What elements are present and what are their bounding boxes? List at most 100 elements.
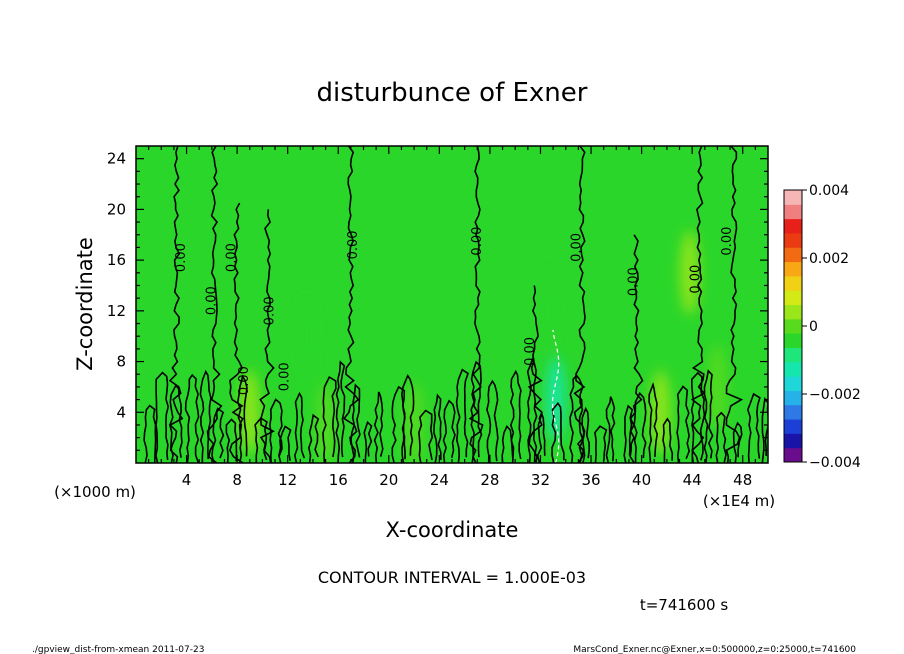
x-tick-label: 8 — [232, 471, 242, 489]
contour-loop-37 — [648, 381, 659, 463]
contour-loop-44 — [746, 392, 761, 463]
anomaly-1 — [545, 357, 566, 442]
contour-loop-15 — [350, 383, 361, 463]
colorbar-cell-0 — [784, 447, 802, 463]
x-tick-label: 40 — [632, 471, 651, 489]
x-tick-label: 32 — [531, 471, 550, 489]
contour-loop-20 — [418, 409, 434, 463]
plot-background — [136, 146, 768, 463]
contour-loop-40 — [690, 371, 706, 463]
x-axis: 4 8 12 16 20 24 28 32 36 40 44 48 — [148, 146, 756, 489]
contour-label-6: 0.00 — [346, 230, 361, 259]
contour-loop-9 — [269, 398, 283, 463]
contour-loop-34 — [605, 396, 616, 463]
colorbar-cell-2 — [784, 419, 802, 434]
contour-label-5: 0.00 — [278, 362, 293, 391]
contour-loop-36 — [633, 391, 647, 463]
colorbar-cell-9 — [784, 318, 802, 334]
contour-loop-33 — [594, 425, 608, 463]
contour-loop-29 — [536, 411, 546, 463]
colorbar-cell-17 — [784, 204, 802, 220]
x-tick-label: 4 — [182, 471, 192, 489]
contour-label-8: 0.00 — [523, 337, 538, 366]
contour-loop-30 — [551, 401, 565, 463]
contour-line-1 — [206, 146, 223, 463]
contour-loop-13 — [322, 375, 337, 463]
colorbar-tick-label: 0.002 — [809, 251, 849, 267]
contour-loop-7 — [236, 374, 248, 463]
contour-loop-32 — [581, 406, 591, 463]
colorbar-cell-11 — [784, 290, 802, 306]
contour-interval-text: CONTOUR INTERVAL = 1.000E-03 — [318, 568, 586, 587]
contour-loop-35 — [623, 404, 634, 463]
contour-label-2: 0.00 — [225, 243, 240, 272]
footer-right-text: MarsCond_Exner.nc@Exner,x=0:500000,z=0:2… — [573, 645, 856, 654]
colorbar-cell-16 — [784, 218, 802, 234]
contour-line-3 — [259, 209, 275, 463]
contour-label-1: 0.00 — [204, 286, 219, 315]
contour-line-5 — [468, 146, 484, 463]
contour-line-7 — [573, 146, 586, 463]
contour-loop-21 — [433, 393, 442, 463]
contour-line-4 — [342, 146, 360, 463]
contour-label-9: 0.00 — [570, 233, 585, 262]
footer-left-text: ./gpview_dist-from-xmean 2011-07-23 — [32, 645, 204, 654]
contour-loop-8 — [254, 417, 268, 463]
y-tick-label: 4 — [116, 403, 126, 421]
contour-loop-43 — [732, 421, 743, 463]
x-tick-label: 16 — [329, 471, 348, 489]
contour-label-7: 0.00 — [470, 227, 485, 256]
colorbar-cell-8 — [784, 333, 802, 348]
contour-line-2 — [229, 202, 244, 463]
anomaly-4 — [239, 370, 260, 455]
anomaly-5 — [679, 230, 700, 315]
colorbar-tick-label: 0 — [809, 319, 818, 335]
contour-lines — [143, 146, 768, 463]
y-axis-label: Z-coordinate — [73, 237, 97, 371]
x-axis-label: X-coordinate — [386, 518, 519, 542]
contour-loop-41 — [703, 369, 714, 463]
colorbar: 0.004 0.002 0 −0.002 −0.004 — [783, 183, 861, 471]
colorbar-cell-5 — [784, 376, 802, 391]
contour-loop-5 — [211, 407, 225, 463]
colorbar-cell-1 — [784, 433, 802, 449]
contour-loop-19 — [400, 373, 415, 463]
contour-loop-3 — [184, 373, 200, 463]
colorbar-cell-4 — [784, 390, 802, 406]
colorbar-tick-label: −0.002 — [809, 387, 861, 403]
colorbar-cell-6 — [784, 361, 802, 377]
x-tick-label: 36 — [581, 471, 600, 489]
anomaly-2 — [296, 294, 317, 379]
x-tick-label: 20 — [379, 471, 398, 489]
contour-loop-6 — [225, 418, 238, 463]
colorbar-cell-3 — [784, 404, 802, 420]
x-tick-label: 24 — [430, 471, 449, 489]
contour-loop-25 — [486, 379, 499, 463]
contour-line-10 — [725, 146, 744, 463]
contour-loop-4 — [199, 369, 212, 463]
contour-label-12: 0.00 — [720, 227, 735, 256]
contour-loop-23 — [455, 368, 469, 463]
contour-labels: 0.00 0.00 0.00 0.00 0.00 0.00 0.00 0.00 0.00 0.00… — [174, 227, 735, 395]
contour-loop-39 — [676, 385, 691, 463]
contour-loop-14 — [335, 360, 346, 463]
colorbar-cell-15 — [784, 232, 802, 248]
plot-area: 0.00 0.00 0.00 0.00 0.00 0.00 0.00 0.00 0.00 0.00… — [135, 145, 769, 464]
contour-loop-31 — [569, 374, 584, 463]
contour-loop-45 — [761, 396, 768, 463]
x-unit-label: (×1000 m) — [54, 483, 136, 501]
contour-loop-16 — [363, 420, 373, 463]
contour-loop-10 — [278, 425, 292, 463]
anomaly-6 — [650, 370, 671, 455]
colorbar-cell-13 — [784, 261, 802, 277]
contour-loop-0 — [143, 404, 157, 463]
contour-loop-38 — [662, 417, 674, 463]
contour-loop-26 — [501, 424, 514, 463]
contour-line-0 — [168, 146, 184, 463]
contour-label-11: 0.00 — [688, 265, 703, 294]
x-scale-label: (×1E4 m) — [703, 492, 775, 510]
y-tick-label: 8 — [116, 353, 126, 371]
y-tick-label: 24 — [107, 150, 126, 168]
colorbar-cell-14 — [784, 247, 802, 263]
